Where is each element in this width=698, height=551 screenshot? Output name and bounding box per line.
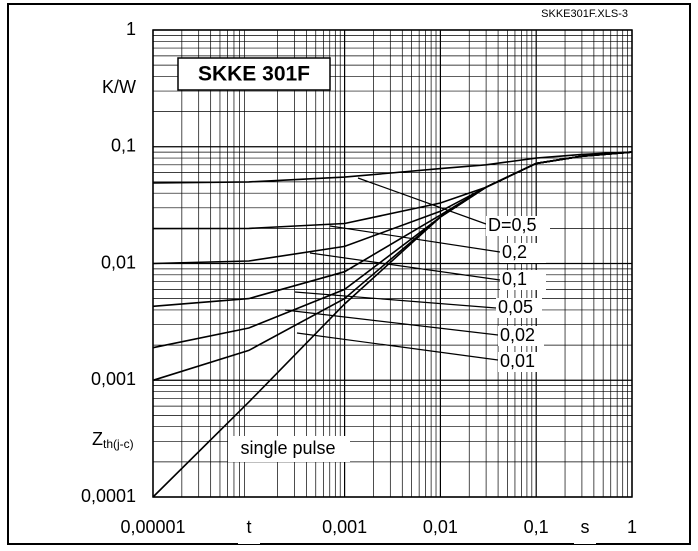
series-label: 0,2 — [502, 242, 527, 262]
y-axis-label-sub: th(j-c) — [103, 437, 134, 451]
series-label: D=0,5 — [488, 215, 537, 235]
label-bg — [486, 216, 550, 236]
x-unit: s — [581, 517, 590, 537]
label-bg — [498, 352, 544, 372]
x-tick-label: 0,1 — [524, 517, 549, 537]
x-axis-label: t — [246, 517, 251, 537]
series-line — [152, 151, 633, 498]
y-tick-label: 0,0001 — [81, 486, 136, 506]
leader-line — [309, 252, 501, 281]
leader-line — [284, 309, 499, 336]
series-label: 0,05 — [498, 297, 533, 317]
label-bg — [574, 512, 596, 544]
label-bg — [500, 243, 546, 263]
y-tick-label: 0,01 — [101, 252, 136, 272]
y-tick-label: 0,001 — [91, 369, 136, 389]
label-bg — [498, 326, 544, 346]
y-unit: K/W — [102, 77, 136, 97]
label-bg — [496, 298, 542, 318]
leader-line — [329, 225, 501, 253]
leader-line — [294, 291, 497, 309]
x-tick-label: 0,001 — [322, 517, 367, 537]
x-tick-label: 0,01 — [423, 517, 458, 537]
leader-line — [296, 332, 499, 361]
label-bg — [228, 436, 350, 462]
label-bg — [238, 512, 260, 544]
chart-title: SKKE 301F — [198, 63, 310, 86]
series-label: 0,1 — [502, 269, 527, 289]
x-tick-label: 0,00001 — [120, 517, 185, 537]
series-label: 0,01 — [500, 351, 535, 371]
y-axis-label-main: Z — [92, 429, 103, 449]
y-tick-label: 0,1 — [111, 136, 136, 156]
x-tick-label: 1 — [627, 517, 637, 537]
series-line — [152, 151, 633, 184]
y-axis-label: Zth(j-c) — [92, 429, 134, 451]
leader-line — [357, 177, 487, 225]
series-label: 0,02 — [500, 325, 535, 345]
y-tick-label: 1 — [126, 19, 136, 39]
title-box — [177, 57, 331, 91]
series-label: single pulse — [240, 438, 335, 458]
label-bg — [500, 270, 546, 290]
file-label: SKKE301F.XLS-3 — [541, 8, 628, 20]
